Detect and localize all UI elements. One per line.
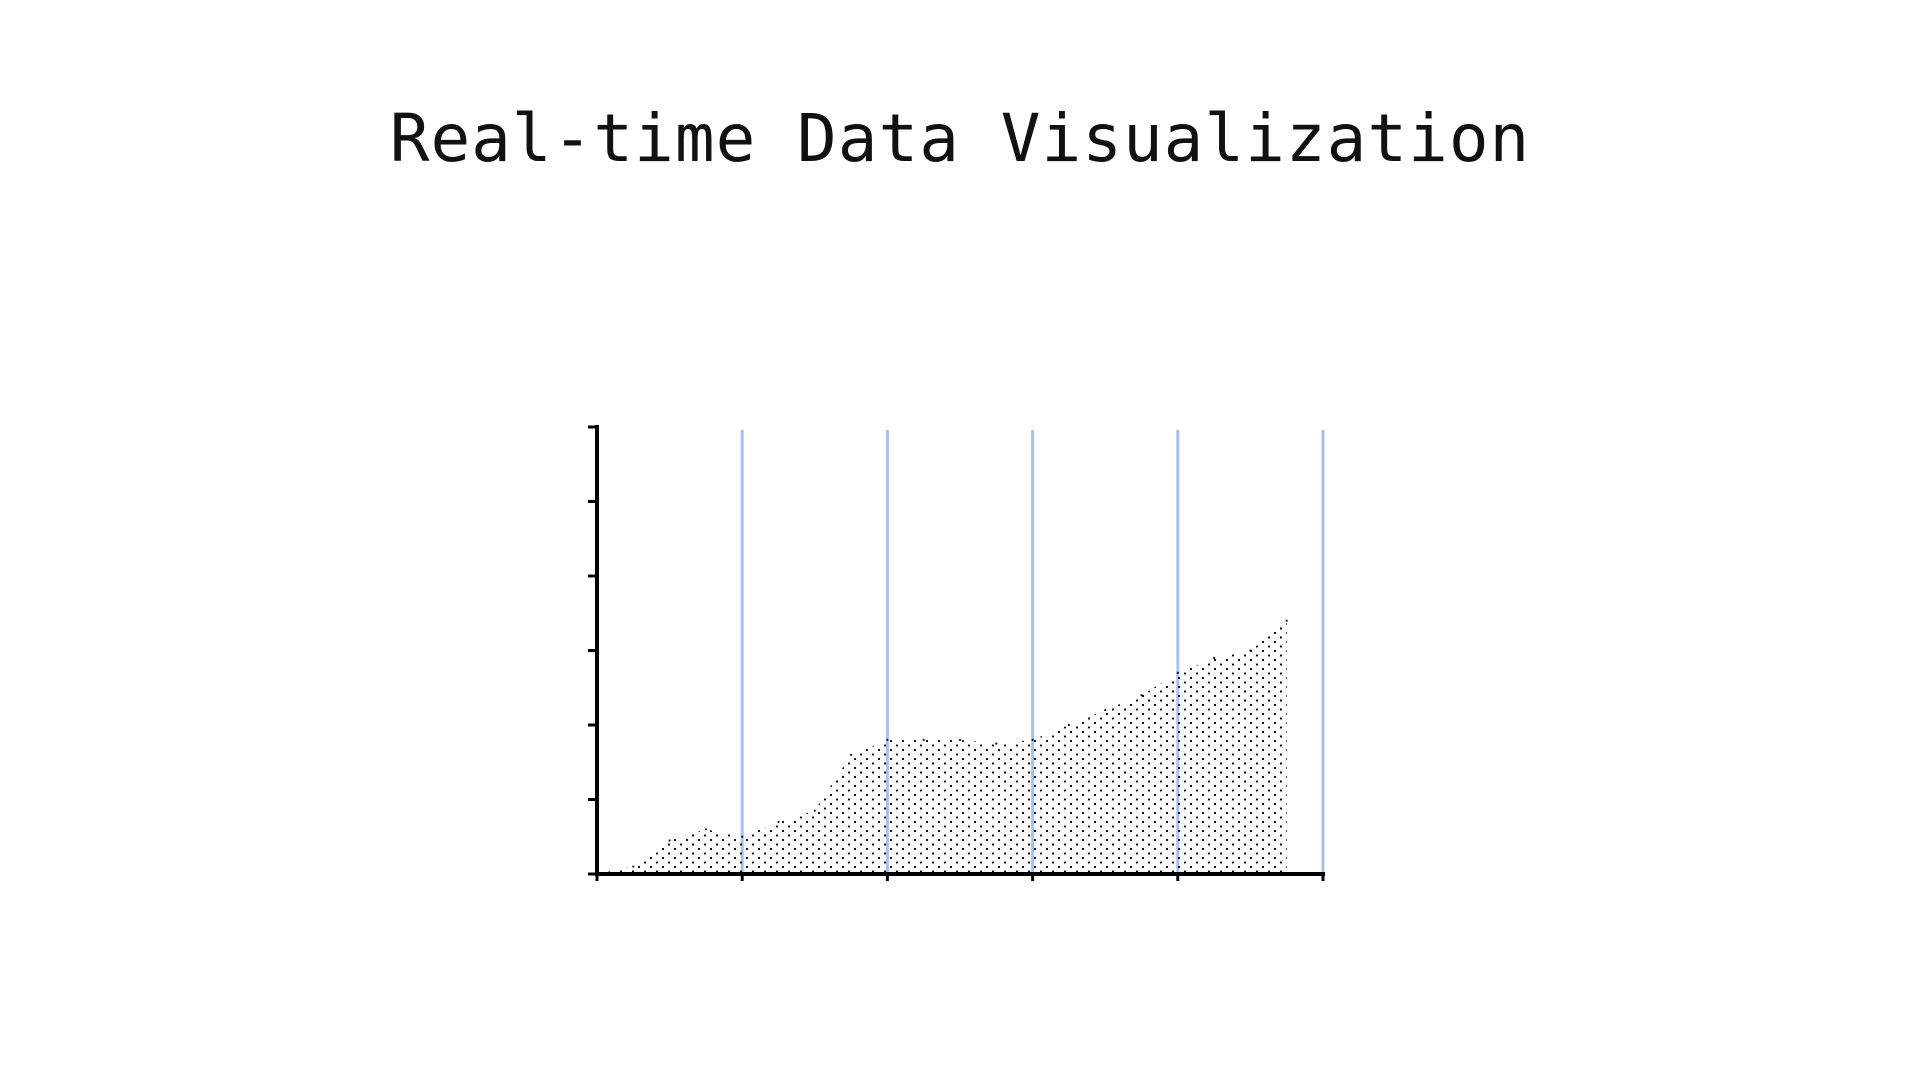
data-point [1140, 694, 1143, 697]
chart-title: Real-time Data Visualization [389, 100, 1531, 177]
data-point [850, 753, 853, 756]
area-fill [597, 620, 1287, 874]
data-point [1104, 709, 1107, 712]
data-point [1213, 656, 1216, 660]
data-point [1176, 671, 1179, 674]
data-point [1031, 738, 1034, 742]
data-point [1249, 649, 1252, 652]
data-point [958, 738, 962, 742]
data-point [704, 828, 708, 831]
area-series [595, 619, 1288, 876]
data-point [886, 738, 889, 742]
data-point [922, 738, 925, 742]
data-point [668, 839, 671, 842]
data-point [1067, 723, 1070, 727]
data-point [995, 742, 998, 745]
data-point [632, 865, 635, 868]
data-point [777, 820, 780, 823]
data-point [1285, 619, 1288, 622]
axes [588, 425, 1325, 881]
data-point [813, 809, 816, 812]
data-point [741, 835, 744, 838]
